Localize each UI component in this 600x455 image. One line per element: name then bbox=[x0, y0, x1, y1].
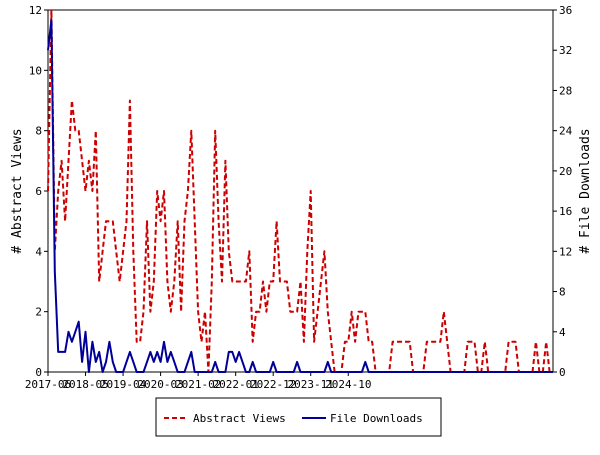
left-tick-label: 12 bbox=[29, 4, 42, 17]
right-tick-label: 24 bbox=[559, 125, 573, 138]
left-tick-label: 4 bbox=[35, 245, 42, 258]
right-tick-label: 8 bbox=[559, 286, 566, 299]
legend: Abstract Views File Downloads bbox=[155, 397, 442, 437]
series-line-file-downloads bbox=[47, 19, 553, 373]
x-tick-label: 2018-05 bbox=[62, 378, 108, 391]
x-axis: 2017-062018-052019-042020-032021-022022-… bbox=[25, 372, 371, 391]
left-axis-label: # Abstract Views bbox=[10, 128, 25, 253]
plot-frame bbox=[47, 9, 554, 373]
left-tick-label: 10 bbox=[29, 64, 42, 77]
x-tick-label: 2021-02 bbox=[175, 378, 221, 391]
left-axis: 0 2 4 6 8 10 12 bbox=[29, 4, 48, 379]
left-tick-label: 8 bbox=[35, 125, 42, 138]
x-tick-label: 2024-10 bbox=[325, 378, 371, 391]
right-tick-label: 20 bbox=[559, 165, 572, 178]
right-tick-label: 16 bbox=[559, 205, 572, 218]
right-axis: 0 4 8 12 16 20 24 28 32 36 bbox=[553, 4, 573, 379]
series-line-abstract-views bbox=[47, 9, 553, 373]
right-tick-label: 36 bbox=[559, 4, 572, 17]
right-axis-label: # File Downloads bbox=[578, 128, 593, 253]
x-tick-label: 2022-12 bbox=[250, 378, 296, 391]
x-tick-label: 2023-11 bbox=[288, 378, 334, 391]
right-tick-label: 28 bbox=[559, 84, 572, 97]
x-tick-label: 2022-01 bbox=[212, 378, 258, 391]
right-tick-label: 0 bbox=[559, 366, 566, 379]
left-tick-label: 2 bbox=[35, 306, 42, 319]
right-tick-label: 4 bbox=[559, 326, 566, 339]
legend-box bbox=[155, 397, 442, 437]
x-tick-label: 2017-06 bbox=[25, 378, 71, 391]
right-tick-label: 32 bbox=[559, 44, 572, 57]
x-tick-label: 2019-04 bbox=[100, 378, 147, 391]
x-tick-label: 2020-03 bbox=[137, 378, 183, 391]
legend-abstract-views-label: Abstract Views bbox=[193, 412, 286, 425]
legend-file-downloads-label: File Downloads bbox=[330, 412, 423, 425]
series-layer bbox=[47, 9, 553, 373]
left-tick-label: 0 bbox=[35, 366, 42, 379]
right-tick-label: 12 bbox=[559, 245, 572, 258]
left-tick-label: 6 bbox=[35, 185, 42, 198]
